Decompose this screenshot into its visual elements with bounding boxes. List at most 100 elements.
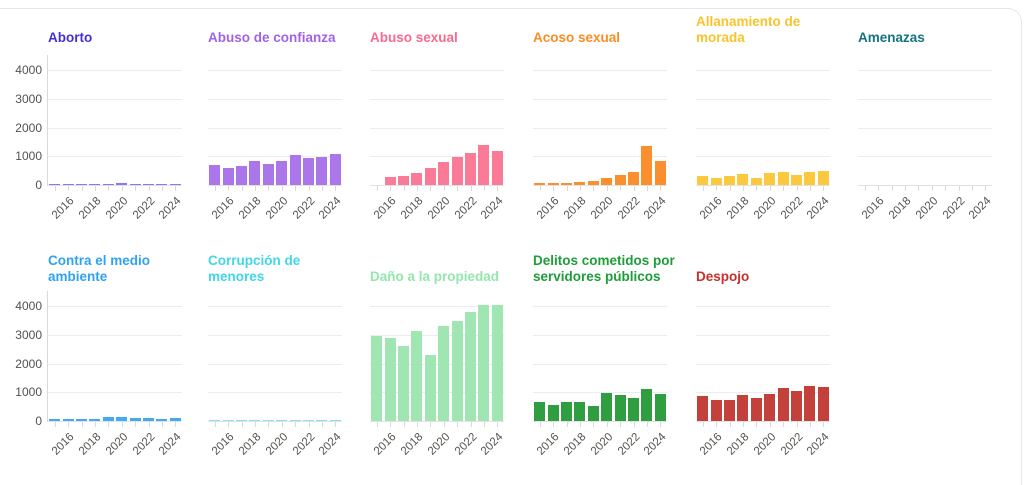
y-axis-line: [47, 55, 48, 186]
gridline-3000: [533, 98, 667, 100]
y-tick-label-0: 0: [35, 414, 42, 428]
bar-aborto-2023: [156, 183, 168, 185]
bar-abuso-de-confianza-2019: [262, 163, 274, 185]
x-tick: [539, 186, 541, 191]
bar-delitos-cometidos-por-servidores-publicos-2024: [654, 394, 666, 421]
x-tick: [769, 186, 771, 191]
gridline-2000: [696, 127, 830, 129]
gridline-4000: [696, 306, 830, 308]
bar-corrupcion-de-menores-2018: [249, 420, 261, 421]
bar-delitos-cometidos-por-servidores-publicos-2019: [587, 405, 599, 421]
plot-area-abuso-sexual: [370, 55, 504, 186]
bar-aborto-2022: [143, 183, 154, 185]
bar-corrupcion-de-menores-2016: [222, 420, 234, 421]
chart-title-abuso-de-confianza: Abuso de confianza: [208, 30, 336, 46]
chart-title-dano-a-la-propiedad: Daño a la propiedad: [370, 269, 499, 285]
x-tick: [135, 186, 137, 191]
chart-dano-a-la-propiedad: Daño a la propiedad 2016 2018 2020 2022 2024: [370, 269, 506, 472]
bar-allanamiento-de-morada-2022: [791, 175, 802, 185]
gridline-4000: [48, 70, 182, 72]
x-tick: [606, 422, 608, 427]
x-tick: [553, 186, 555, 191]
chart-title-line: Amenazas: [858, 30, 925, 45]
x-tick: [81, 186, 83, 191]
chart-title-contra-el-medio-ambiente: Contra el medio ambiente: [48, 253, 150, 285]
gridline-2000: [370, 363, 504, 365]
bar-acoso-sexual-2024: [654, 160, 666, 185]
x-tick: [68, 422, 70, 427]
gridline-4000: [208, 70, 342, 72]
bar-acoso-sexual-2022: [628, 171, 639, 185]
gridline-2000: [208, 127, 342, 129]
gridline-1000: [533, 156, 667, 158]
plot-area-dano-a-la-propiedad: [370, 291, 504, 422]
bar-allanamiento-de-morada-2023: [804, 171, 816, 185]
x-tick: [68, 186, 70, 191]
x-tick: [295, 186, 297, 191]
x-tick: [81, 422, 83, 427]
chart-title-aborto: Aborto: [48, 30, 92, 46]
bar-abuso-sexual-2023: [478, 144, 490, 185]
gridline-1000: [208, 392, 342, 394]
bar-despojo-2021: [777, 388, 789, 421]
gridline-4000: [48, 306, 182, 308]
gridline-4000: [696, 70, 830, 72]
chart-delitos-cometidos-por-servidores-publicos: Delitos cometidos por servidores públicos…: [533, 253, 675, 472]
bar-aborto-2021: [129, 183, 141, 185]
plot-area-despojo: [696, 291, 830, 422]
bar-aborto-2016: [62, 184, 74, 185]
x-tick: [470, 186, 472, 191]
gridline-2000: [208, 363, 342, 365]
x-tick: [175, 422, 177, 427]
x-axis-baseline: [370, 421, 504, 422]
plot-area-aborto: 0 1000 2000 3000 4000: [15, 55, 182, 192]
x-axis-baseline: [696, 421, 830, 422]
y-tick-label-2000: 2000: [15, 356, 42, 371]
chart-title-line: Delitos cometidos por: [533, 253, 675, 268]
plot-area-delitos-cometidos-por-servidores-publicos: [533, 291, 667, 422]
x-tick: [620, 422, 622, 427]
bar-abuso-sexual-2017: [398, 175, 409, 185]
x-tick: [497, 422, 499, 427]
x-tick: [985, 186, 987, 191]
x-tick: [716, 186, 718, 191]
x-tick: [121, 186, 123, 191]
bar-abuso-de-confianza-2020: [276, 161, 288, 185]
x-tick: [376, 186, 378, 191]
bar-despojo-2018: [737, 394, 749, 421]
bar-aborto-2019: [102, 183, 114, 185]
bar-contra-el-medio-ambiente-2020: [116, 417, 128, 421]
plot-area-abuso-de-confianza: [208, 55, 342, 186]
x-tick: [54, 186, 56, 191]
x-tick: [783, 186, 785, 191]
y-tick-label-0: 0: [35, 178, 42, 192]
bar-contra-el-medio-ambiente-2022: [143, 417, 154, 421]
bar-despojo-2015: [697, 396, 709, 421]
bar-dano-a-la-propiedad-2016: [384, 338, 396, 421]
bar-abuso-sexual-2021: [451, 157, 463, 185]
chart-abuso-de-confianza: Abuso de confianza 2016 2018 2020 2022 2024: [208, 30, 344, 236]
x-tick: [633, 186, 635, 191]
x-tick: [783, 422, 785, 427]
bar-acoso-sexual-2023: [641, 146, 653, 185]
y-tick-label-4000: 4000: [15, 299, 42, 314]
bar-delitos-cometidos-por-servidores-publicos-2016: [547, 404, 559, 421]
x-tick: [729, 422, 731, 427]
gridline-2000: [858, 127, 992, 129]
x-tick: [553, 422, 555, 427]
x-tick: [702, 186, 704, 191]
bar-delitos-cometidos-por-servidores-publicos-2020: [601, 393, 613, 421]
bar-corrupcion-de-menores-2017: [236, 420, 247, 421]
bar-dano-a-la-propiedad-2021: [451, 321, 463, 421]
x-tick: [457, 186, 459, 191]
bar-contra-el-medio-ambiente-2015: [49, 419, 61, 421]
x-tick: [579, 186, 581, 191]
chart-acoso-sexual: Acoso sexual 2016 2018 2020 2022 2024: [533, 30, 669, 236]
x-tick: [593, 422, 595, 427]
chart-amenazas: Amenazas 2016 2018 2020 2022 2024: [858, 30, 994, 236]
gridline-3000: [208, 98, 342, 100]
gridline-3000: [48, 334, 182, 336]
bar-dano-a-la-propiedad-2019: [424, 354, 436, 421]
gridline-1000: [858, 156, 992, 158]
bar-despojo-2020: [764, 394, 776, 421]
